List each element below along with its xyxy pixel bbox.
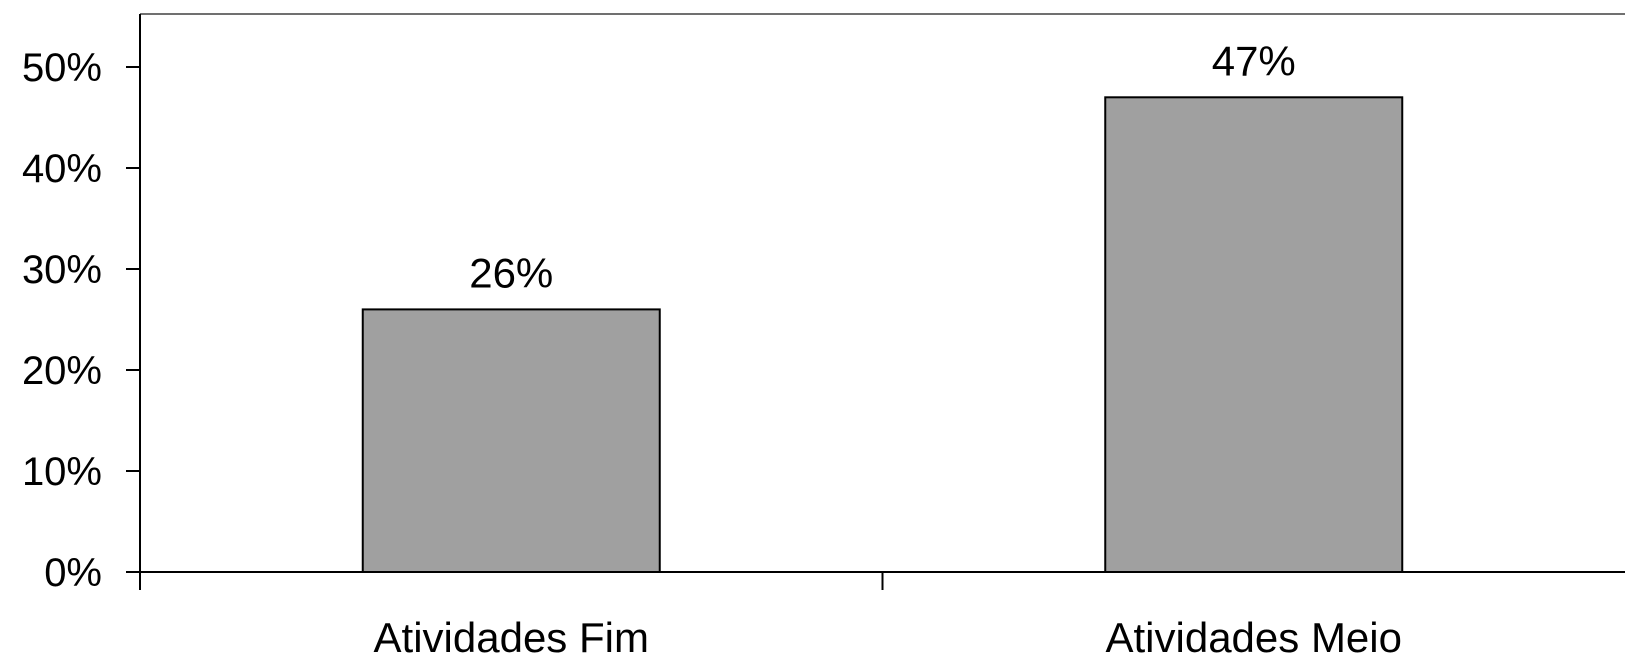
bars: [361, 96, 1404, 574]
bar-atividades-fim: [361, 308, 661, 573]
y-tick-label: 50%: [22, 46, 102, 90]
y-axis: 0% 10% 20% 30% 40% 50%: [22, 14, 141, 595]
data-labels: 26% 47%: [469, 37, 1296, 296]
x-category-label: Atividades Meio: [1106, 614, 1402, 657]
x-category-label: Atividades Fim: [374, 614, 649, 657]
y-tick-label: 40%: [22, 147, 102, 191]
bar-atividades-meio: [1104, 96, 1404, 574]
x-axis: Atividades Fim Atividades Meio: [140, 571, 1625, 657]
y-tick-label: 20%: [22, 349, 102, 393]
y-tick-label: 30%: [22, 248, 102, 292]
y-tick-label: 10%: [22, 450, 102, 494]
y-tick-label: 0%: [44, 551, 102, 595]
data-label: 47%: [1212, 37, 1296, 84]
data-label: 26%: [469, 249, 553, 296]
